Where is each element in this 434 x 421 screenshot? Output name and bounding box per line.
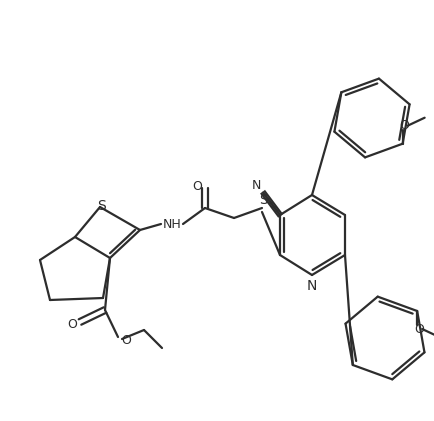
Text: O: O <box>400 119 410 132</box>
Text: S: S <box>259 193 267 207</box>
Text: O: O <box>192 179 202 192</box>
Text: N: N <box>307 279 317 293</box>
Text: O: O <box>121 335 131 347</box>
Text: O: O <box>67 317 77 330</box>
Text: S: S <box>97 199 105 213</box>
Text: N: N <box>252 179 261 192</box>
Text: O: O <box>414 322 424 336</box>
Text: NH: NH <box>163 218 181 231</box>
